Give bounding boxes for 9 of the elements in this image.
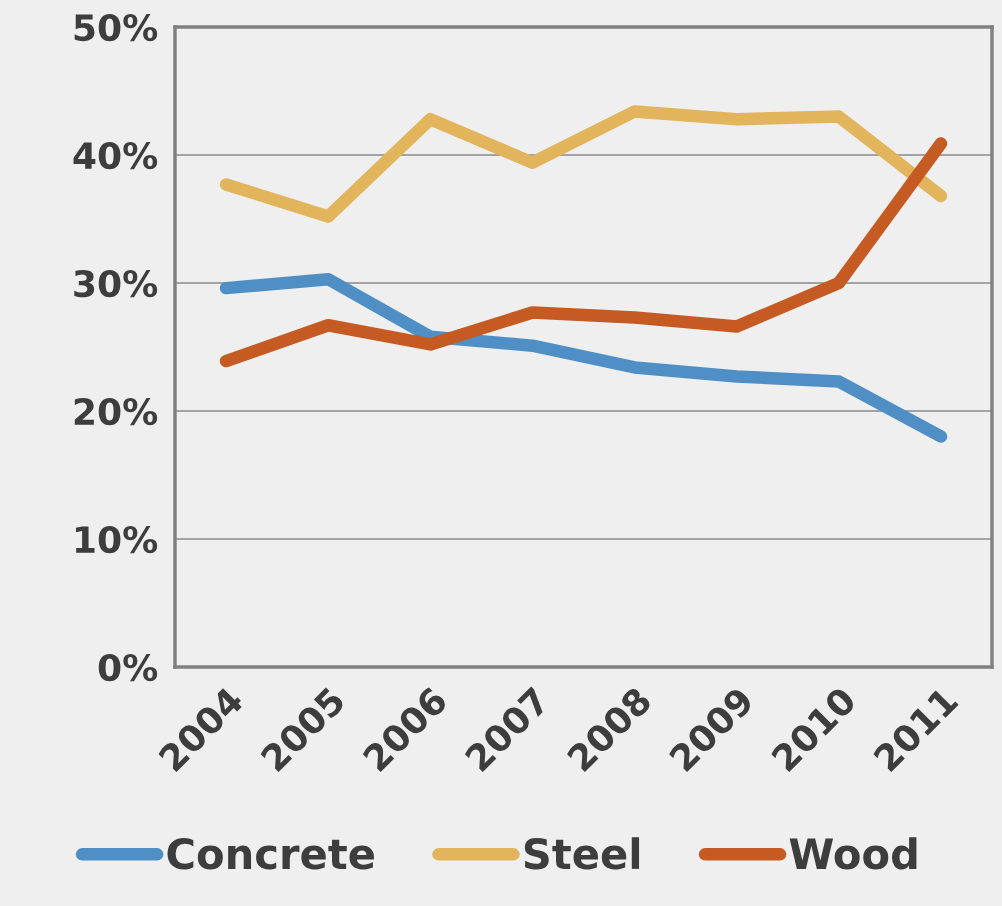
y-tick-label: 30%: [74, 269, 158, 298]
legend-label: Concrete: [167, 837, 374, 870]
legend-label: Wood: [789, 837, 917, 870]
legend-label: Steel: [524, 837, 640, 870]
y-tick-label: 0%: [98, 653, 158, 682]
y-tick-label: 10%: [75, 525, 158, 554]
y-tick-label: 40%: [73, 141, 158, 170]
y-tick-label: 50%: [74, 13, 158, 42]
y-tick-label: 20%: [74, 397, 158, 426]
